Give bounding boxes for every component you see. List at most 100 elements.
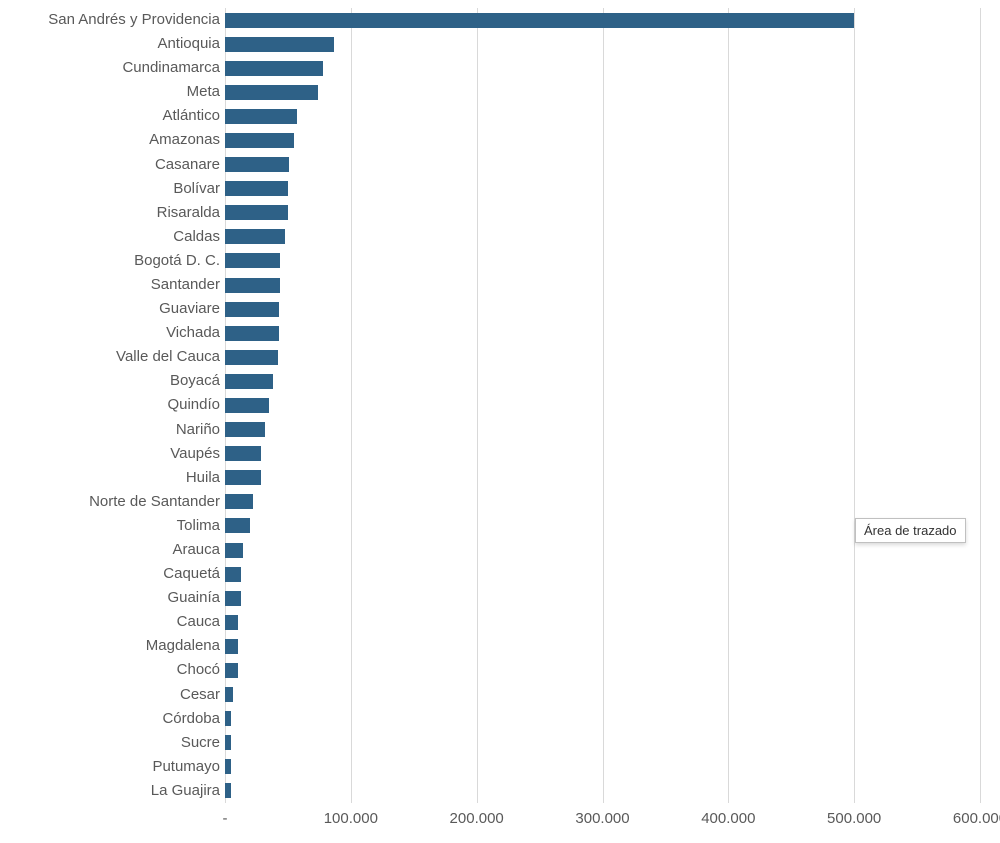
category-label: Arauca	[0, 538, 220, 562]
category-label: Vichada	[0, 321, 220, 345]
category-label: Valle del Cauca	[0, 345, 220, 369]
category-label: Guainía	[0, 586, 220, 610]
bar-row: Amazonas	[0, 128, 1000, 152]
bar-row: Sucre	[0, 731, 1000, 755]
x-tick-label: 200.000	[450, 810, 504, 827]
bar-row: Nariño	[0, 418, 1000, 442]
bar	[225, 783, 231, 798]
bar-row: Chocó	[0, 658, 1000, 682]
bar-row: Cauca	[0, 610, 1000, 634]
plot-tooltip: Área de trazado	[855, 518, 966, 543]
bar	[225, 157, 289, 172]
bar-row: Santander	[0, 273, 1000, 297]
bar-row: Huila	[0, 466, 1000, 490]
x-tick-label: 100.000	[324, 810, 378, 827]
category-label: Amazonas	[0, 128, 220, 152]
category-label: Casanare	[0, 153, 220, 177]
bar	[225, 470, 261, 485]
bar	[225, 253, 280, 268]
bar	[225, 639, 238, 654]
bar	[225, 663, 238, 678]
bar	[225, 350, 278, 365]
bar-row: Boyacá	[0, 369, 1000, 393]
bar-row: Magdalena	[0, 634, 1000, 658]
x-tick-label: 600.000	[953, 810, 1000, 827]
bar	[225, 567, 241, 582]
bar-row: Cundinamarca	[0, 56, 1000, 80]
x-tick-label: 400.000	[701, 810, 755, 827]
bar-row: Antioquia	[0, 32, 1000, 56]
bar-row: Casanare	[0, 153, 1000, 177]
bar-row: Caquetá	[0, 562, 1000, 586]
category-label: Caquetá	[0, 562, 220, 586]
category-label: Huila	[0, 466, 220, 490]
bar	[225, 133, 294, 148]
bar-row: Tolima	[0, 514, 1000, 538]
bar-row: Córdoba	[0, 707, 1000, 731]
bar	[225, 13, 854, 28]
bar	[225, 759, 231, 774]
x-tick-label: -	[223, 810, 228, 827]
bar	[225, 181, 288, 196]
category-label: Risaralda	[0, 201, 220, 225]
category-label: Atlántico	[0, 104, 220, 128]
bar-row: Atlántico	[0, 104, 1000, 128]
bar-row: Caldas	[0, 225, 1000, 249]
category-label: Córdoba	[0, 707, 220, 731]
bar	[225, 494, 253, 509]
bar	[225, 302, 279, 317]
bar-row: Meta	[0, 80, 1000, 104]
bar	[225, 543, 243, 558]
bar	[225, 37, 334, 52]
x-tick-label: 500.000	[827, 810, 881, 827]
category-label: Cauca	[0, 610, 220, 634]
category-label: Antioquia	[0, 32, 220, 56]
bar	[225, 711, 231, 726]
bar	[225, 735, 231, 750]
bar-row: Norte de Santander	[0, 490, 1000, 514]
category-label: Sucre	[0, 731, 220, 755]
bar	[225, 85, 318, 100]
category-label: Tolima	[0, 514, 220, 538]
bar-row: Guaviare	[0, 297, 1000, 321]
bar-row: Vaupés	[0, 442, 1000, 466]
category-label: Vaupés	[0, 442, 220, 466]
category-label: Guaviare	[0, 297, 220, 321]
bar-row: Bolívar	[0, 177, 1000, 201]
bar-row: Risaralda	[0, 201, 1000, 225]
bar	[225, 205, 288, 220]
bar	[225, 326, 279, 341]
bar	[225, 615, 238, 630]
category-label: Chocó	[0, 658, 220, 682]
bar-row: Quindío	[0, 393, 1000, 417]
category-label: Norte de Santander	[0, 490, 220, 514]
bar	[225, 229, 285, 244]
category-label: Bogotá D. C.	[0, 249, 220, 273]
category-label: Caldas	[0, 225, 220, 249]
category-label: San Andrés y Providencia	[0, 8, 220, 32]
bar-row: Cesar	[0, 683, 1000, 707]
bar	[225, 518, 250, 533]
category-label: Meta	[0, 80, 220, 104]
x-tick-label: 300.000	[575, 810, 629, 827]
bar	[225, 278, 280, 293]
bar	[225, 374, 273, 389]
bar	[225, 422, 265, 437]
bar	[225, 591, 241, 606]
category-label: Quindío	[0, 393, 220, 417]
bar	[225, 61, 323, 76]
bar	[225, 687, 233, 702]
category-label: Magdalena	[0, 634, 220, 658]
bar-row: Guainía	[0, 586, 1000, 610]
bar	[225, 446, 261, 461]
category-label: Santander	[0, 273, 220, 297]
bar-row: San Andrés y Providencia	[0, 8, 1000, 32]
category-label: Cesar	[0, 683, 220, 707]
bar	[225, 109, 297, 124]
bar	[225, 398, 269, 413]
category-label: Putumayo	[0, 755, 220, 779]
category-label: Boyacá	[0, 369, 220, 393]
chart-container: San Andrés y ProvidenciaAntioquiaCundina…	[0, 0, 1000, 843]
category-label: Bolívar	[0, 177, 220, 201]
bar-row: Putumayo	[0, 755, 1000, 779]
